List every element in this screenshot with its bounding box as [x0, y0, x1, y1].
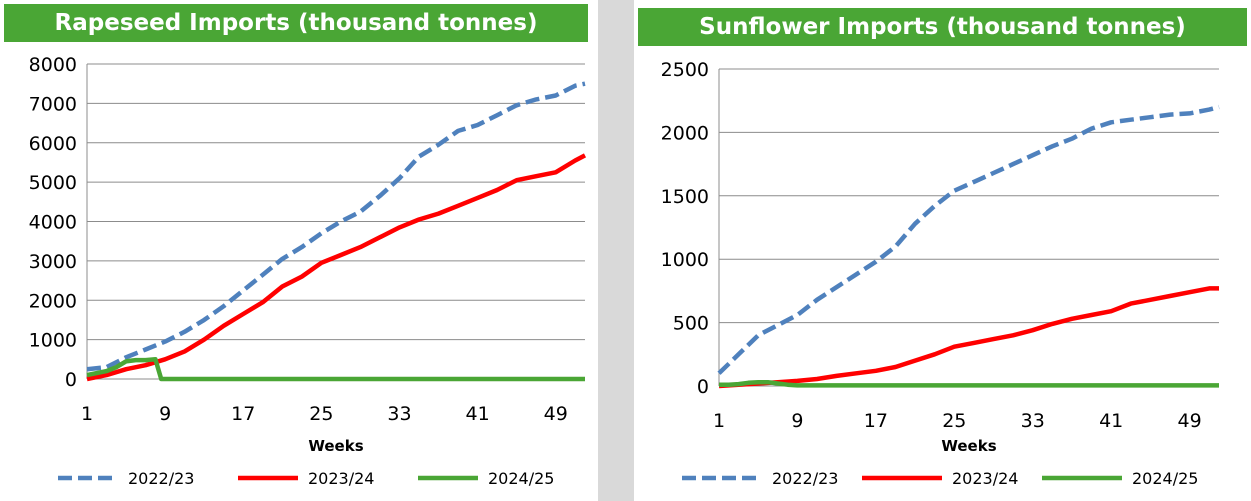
chart-title: Rapeseed Imports (thousand tonnes): [4, 4, 588, 42]
series-line-1: [86, 81, 586, 372]
y-tick-label: 7000: [29, 93, 77, 115]
y-tick-label: 1000: [29, 330, 77, 352]
y-tick-label: 2500: [661, 59, 709, 81]
x-tick-label: 49: [544, 403, 568, 425]
x-tick-label: 9: [159, 403, 171, 425]
legend-label: 2024/25: [488, 469, 554, 488]
y-tick-label: 0: [697, 376, 709, 398]
legend-label: 2022/23: [128, 469, 194, 488]
y-tick-label: 6000: [29, 133, 77, 155]
x-tick-label: 49: [1177, 410, 1201, 432]
chart-panel-rapeseed: Rapeseed Imports (thousand tonnes) 0 1000…: [0, 0, 598, 501]
legend-label: 2023/24: [952, 469, 1018, 488]
y-tick-label: 2000: [29, 290, 77, 312]
legend-label: 2022/23: [772, 469, 838, 488]
x-tick-label: 1: [713, 410, 725, 432]
series-line-2: [86, 153, 587, 382]
y-tick-label: 0: [65, 369, 77, 391]
x-tick-label: 41: [465, 403, 489, 425]
x-tick-label: 17: [231, 403, 255, 425]
y-tick-label: 1000: [661, 249, 709, 271]
chart-panel-sunflower: Sunflower Imports (thousand tonnes) 0 500…: [634, 0, 1251, 501]
series-line-2: [718, 286, 1219, 389]
legend-label: 2023/24: [308, 469, 374, 488]
x-tick-label: 17: [864, 410, 888, 432]
y-tick-label: 2000: [661, 122, 709, 144]
x-tick-label: 9: [791, 410, 803, 432]
series-line-3: [86, 357, 585, 382]
y-tick-label: 500: [673, 313, 709, 335]
x-tick-label: 33: [1021, 410, 1045, 432]
x-tick-label: 25: [942, 410, 966, 432]
x-tick-label: 1: [81, 403, 93, 425]
y-tick-label: 4000: [29, 212, 77, 234]
chart-title: Sunflower Imports (thousand tonnes): [638, 8, 1247, 46]
x-tick-label: 41: [1099, 410, 1123, 432]
x-axis-label: Weeks: [941, 437, 996, 455]
y-tick-label: 3000: [29, 251, 77, 273]
sunflower-chart: 0 500 1000 1500 2000 2500 1 9 17 25 33 41 49 Weeks 202…: [661, 59, 1220, 488]
rapeseed-chart: 0 1000 2000 3000 4000 5000 6000 7000 8000 1 9 17 25 3…: [29, 54, 587, 488]
series-line-3: [719, 379, 1219, 388]
x-axis-label: Weeks: [308, 437, 363, 455]
y-tick-label: 8000: [29, 54, 77, 76]
series-line-1: [717, 104, 1220, 375]
y-tick-label: 1500: [661, 186, 709, 208]
x-tick-label: 33: [387, 403, 411, 425]
legend-label: 2024/25: [1132, 469, 1198, 488]
x-tick-label: 25: [309, 403, 333, 425]
y-tick-label: 5000: [29, 172, 77, 194]
